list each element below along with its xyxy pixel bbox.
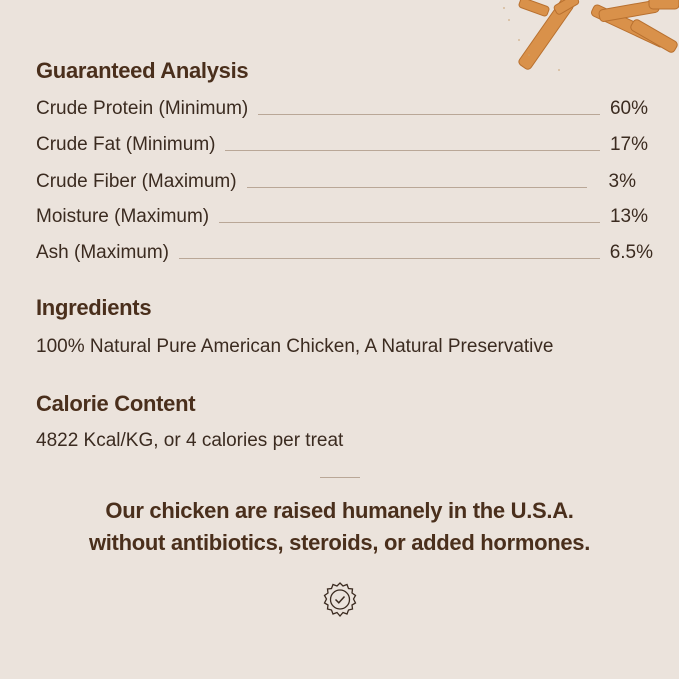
calorie-content-heading: Calorie Content bbox=[36, 391, 196, 416]
leader-line bbox=[219, 222, 600, 223]
analysis-label: Ash (Maximum) bbox=[36, 242, 170, 263]
ingredients-heading: Ingredients bbox=[36, 295, 152, 320]
analysis-label: Crude Protein (Minimum) bbox=[36, 98, 249, 119]
analysis-row: Ash (Maximum) 6.5% bbox=[36, 240, 653, 264]
analysis-row: Moisture (Maximum) 13% bbox=[36, 204, 648, 228]
leader-line bbox=[258, 114, 600, 115]
claim-line-2: without antibiotics, steroids, or added … bbox=[88, 530, 591, 555]
ingredients-text: 100% Natural Pure American Chicken, A Na… bbox=[36, 336, 554, 357]
analysis-value: 13% bbox=[609, 206, 648, 227]
analysis-label: Crude Fiber (Maximum) bbox=[36, 171, 237, 192]
chicken-strips-image bbox=[503, 0, 679, 71]
leader-line bbox=[225, 150, 600, 151]
claim-line-1: Our chicken are raised humanely in the U… bbox=[105, 498, 574, 523]
analysis-value: 3% bbox=[608, 171, 636, 192]
divider bbox=[320, 477, 360, 478]
calorie-content-text: 4822 Kcal/KG, or 4 calories per treat bbox=[36, 430, 344, 451]
analysis-label: Moisture (Maximum) bbox=[36, 206, 210, 227]
analysis-row: Crude Protein (Minimum) 60% bbox=[36, 96, 648, 120]
analysis-row: Crude Fiber (Maximum) 3% bbox=[36, 169, 636, 193]
guaranteed-analysis-heading: Guaranteed Analysis bbox=[36, 58, 249, 83]
leader-line bbox=[246, 187, 587, 188]
analysis-label: Crude Fat (Minimum) bbox=[36, 134, 216, 155]
verified-check-badge-icon bbox=[323, 582, 357, 617]
analysis-value: 60% bbox=[609, 98, 648, 119]
analysis-value: 17% bbox=[609, 134, 648, 155]
leader-line bbox=[179, 258, 600, 259]
analysis-row: Crude Fat (Minimum) 17% bbox=[36, 132, 648, 156]
analysis-value: 6.5% bbox=[609, 242, 653, 263]
